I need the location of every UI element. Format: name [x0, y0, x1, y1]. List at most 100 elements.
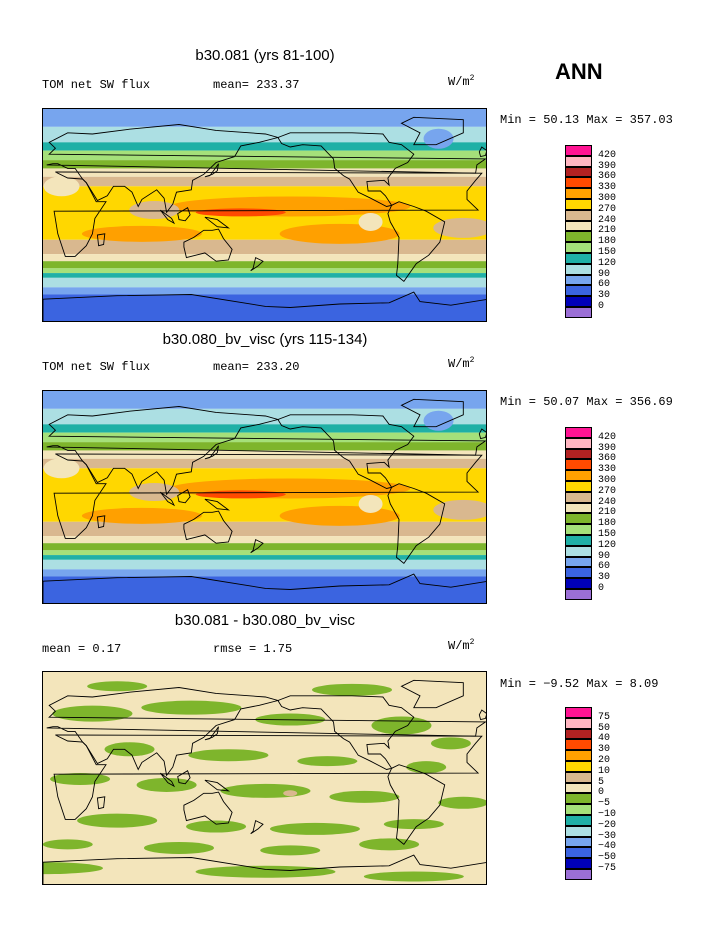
colorbar-tick-label: 240: [598, 496, 617, 508]
colorbar-tick-label: 150: [598, 247, 617, 258]
diff-negative-patch: [52, 705, 133, 722]
continent-outline: [183, 791, 233, 825]
season-label: ANN: [555, 59, 603, 84]
continent-outline: [204, 216, 230, 229]
panel-1-title: b30.081 (yrs 81-100): [195, 47, 335, 64]
colorbar-tick-label: −50: [598, 852, 617, 864]
continent-outline: [160, 491, 176, 507]
colorbar-tick-label: 0: [598, 301, 605, 312]
colorbar-tick-label: 50: [598, 722, 611, 734]
colorbar-tick-label: 75: [598, 711, 611, 723]
continent-outline: [204, 445, 219, 460]
continent-outline: [53, 171, 483, 257]
continent-outline: [277, 695, 415, 770]
colorbar-tick-label: 180: [598, 236, 617, 248]
diff-negative-patch: [136, 777, 197, 792]
continent-outline: [53, 453, 483, 539]
continent-outline: [478, 428, 486, 440]
continent-outline: [177, 770, 191, 785]
flux-band: [43, 261, 486, 269]
continent-outline: [204, 779, 230, 792]
continent-outline: [96, 233, 106, 247]
flux-band: [43, 555, 486, 560]
flux-band: [43, 559, 486, 570]
colorbar-tick-label: 360: [598, 171, 617, 183]
panel-3-rmse: rmse = 1.75: [213, 642, 293, 656]
colorbar-tick-label: 20: [598, 755, 611, 766]
colorbar-tick-label: 30: [598, 290, 611, 302]
continent-outline: [387, 201, 446, 283]
colorbar-tick-label: 300: [598, 475, 617, 486]
colorbar-tick-label: 120: [598, 539, 617, 551]
panel-1-units: W/m2: [448, 74, 475, 89]
panel-2-title: b30.080_bv_visc (yrs 115-134): [162, 331, 368, 348]
flux-band: [43, 391, 486, 409]
colorbar-tick-label: 5: [598, 776, 605, 788]
continent-outline: [250, 256, 264, 272]
continent-outline: [250, 819, 264, 835]
flux-band: [43, 109, 486, 127]
colorbar-tick-label: 60: [598, 561, 611, 573]
panel-3-map: [42, 671, 487, 885]
indian-ocean-max: [81, 507, 202, 524]
diff-positive-patch: [283, 790, 298, 797]
colorbar-tick-label: 90: [598, 550, 611, 562]
sahara-minimum: [43, 458, 80, 479]
diff-negative-patch: [406, 761, 447, 774]
colorbar-tick-label: 30: [598, 572, 611, 584]
flux-band: [43, 442, 486, 451]
panel-3-title: b30.081 - b30.080_bv_visc: [174, 612, 356, 629]
panel-3-mean: mean = 0.17: [42, 642, 122, 656]
flux-band: [43, 126, 486, 143]
colorbar-tick-label: 10: [598, 765, 611, 777]
flux-band: [43, 569, 486, 577]
colorbar-tick-label: 30: [598, 744, 611, 756]
continent-outline: [183, 228, 233, 262]
stratocumulus-minimum: [358, 212, 383, 231]
diff-negative-patch: [141, 700, 242, 715]
colorbar-tick-label: 330: [598, 464, 617, 476]
greenland-low: [423, 410, 454, 431]
diff-negative-patch: [430, 737, 471, 750]
continent-outline: [387, 764, 446, 846]
panel-2-units: W/m2: [448, 356, 475, 371]
colorbar-tick-label: 0: [598, 787, 605, 799]
flux-band: [43, 142, 486, 151]
colorbar-tick-label: −75: [598, 863, 617, 874]
continent-outline: [400, 116, 464, 146]
continent-outline: [177, 207, 191, 222]
colorbar-tick-label: 40: [598, 733, 611, 745]
colorbar-tick-label: −5: [598, 798, 611, 810]
diff-negative-patch: [188, 749, 269, 762]
diff-negative-patch: [269, 822, 360, 835]
continent-outline: [478, 709, 486, 721]
continent-outline: [204, 163, 219, 178]
colorbar-tick-label: 270: [598, 203, 617, 215]
continent-outline: [387, 483, 446, 565]
continent-outline: [43, 854, 486, 884]
flux-band: [43, 254, 486, 262]
diff-negative-patch: [50, 773, 111, 785]
southern-pacific-max: [279, 505, 400, 526]
greenland-low: [423, 128, 454, 149]
colorbar-tick-label: 210: [598, 507, 617, 519]
diff-negative-patch: [312, 683, 393, 696]
equatorial-peak: [195, 490, 286, 499]
colorbar-tick-label: 90: [598, 268, 611, 280]
colorbar-tick-label: −20: [598, 819, 617, 831]
colorbar-tick-label: 60: [598, 279, 611, 291]
continent-outline: [277, 414, 415, 489]
colorbar-tick-label: 360: [598, 453, 617, 465]
colorbar-tick-label: 330: [598, 182, 617, 194]
flux-band: [43, 536, 486, 544]
colorbar-tick-label: 180: [598, 518, 617, 530]
panel-2-variable: TOM net SW flux: [42, 360, 151, 374]
colorbar-tick-label: 420: [598, 149, 617, 161]
diff-negative-patch: [359, 838, 420, 851]
flux-band: [43, 424, 486, 433]
diff-negative-patch: [297, 756, 358, 767]
colorbar-tick-label: −40: [598, 841, 617, 853]
panel-1-map: [42, 108, 487, 322]
diff-negative-patch: [77, 813, 158, 828]
continent-outline: [277, 132, 415, 207]
